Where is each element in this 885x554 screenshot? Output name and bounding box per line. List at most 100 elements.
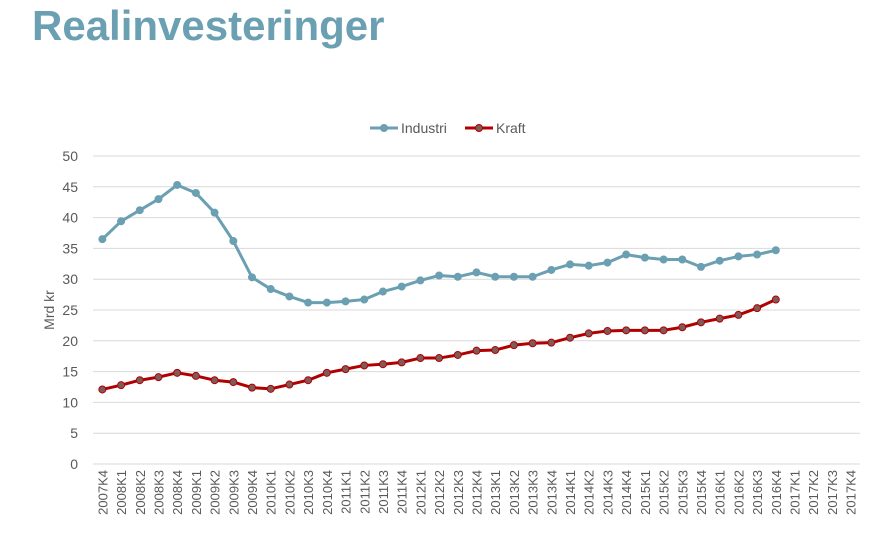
x-tick-label: 2012K1: [413, 470, 428, 515]
x-tick-label: 2015K4: [694, 470, 709, 515]
data-point-industri: [547, 265, 556, 274]
data-point-industri: [173, 180, 182, 189]
data-point-industri: [659, 255, 668, 264]
data-point-industri: [191, 188, 200, 197]
data-point-industri: [360, 295, 369, 304]
x-tick-label: 2014K2: [582, 470, 597, 515]
x-tick-label: 2014K4: [619, 470, 634, 515]
data-point-industri: [566, 260, 575, 269]
data-point-industri: [753, 250, 762, 259]
data-point-industri: [117, 217, 126, 226]
data-point-industri: [640, 253, 649, 262]
data-point-kraft: [397, 358, 406, 367]
data-point-industri: [322, 298, 331, 307]
data-point-industri: [285, 292, 294, 301]
x-tick-label: 2013K3: [526, 470, 541, 515]
x-tick-label: 2014K1: [563, 470, 578, 515]
data-point-kraft: [360, 361, 369, 370]
x-tick-label: 2015K1: [638, 470, 653, 515]
y-axis-label: Mrd kr: [41, 290, 57, 330]
data-point-kraft: [622, 326, 631, 335]
y-tick-label: 30: [62, 271, 78, 287]
data-point-industri: [397, 282, 406, 291]
x-tick-label: 2010K1: [264, 470, 279, 515]
data-point-industri: [603, 258, 612, 267]
x-tick-label: 2008K1: [114, 470, 129, 515]
data-point-kraft: [435, 354, 444, 363]
data-point-kraft: [659, 326, 668, 335]
x-tick-label: 2016K1: [713, 470, 728, 515]
y-tick-label: 5: [70, 425, 78, 441]
data-point-kraft: [210, 376, 219, 385]
data-point-industri: [771, 246, 780, 255]
x-tick-label: 2011K3: [376, 470, 391, 514]
y-tick-label: 50: [62, 148, 78, 164]
data-point-industri: [491, 272, 500, 281]
x-tick-label: 2011K2: [357, 470, 372, 514]
x-tick-label: 2012K4: [470, 470, 485, 515]
data-point-kraft: [98, 385, 107, 394]
data-point-kraft: [322, 368, 331, 377]
data-point-kraft: [753, 304, 762, 313]
page-title: Realinvesteringer: [32, 2, 385, 49]
data-point-industri: [248, 273, 257, 282]
x-tick-label: 2012K3: [451, 470, 466, 515]
data-point-kraft: [304, 376, 313, 385]
data-point-industri: [135, 206, 144, 215]
data-point-industri: [509, 272, 518, 281]
x-tick-label: 2010K4: [320, 470, 335, 515]
data-point-industri: [98, 235, 107, 244]
x-tick-label: 2010K2: [282, 470, 297, 515]
x-tick-label: 2017K4: [844, 470, 859, 515]
data-point-kraft: [678, 323, 687, 332]
x-tick-label: 2007K4: [95, 470, 110, 515]
legend-label-industri: Industri: [401, 120, 447, 136]
data-point-kraft: [117, 381, 126, 390]
x-tick-label: 2008K2: [133, 470, 148, 515]
data-point-kraft: [640, 326, 649, 335]
y-tick-label: 15: [62, 364, 78, 380]
data-point-kraft: [603, 326, 612, 335]
data-point-industri: [154, 195, 163, 204]
data-point-kraft: [154, 373, 163, 382]
data-point-industri: [210, 208, 219, 217]
data-point-kraft: [566, 333, 575, 342]
x-tick-label: 2011K1: [339, 470, 354, 514]
data-point-industri: [435, 271, 444, 280]
x-tick-label: 2013K1: [488, 470, 503, 515]
x-tick-label: 2015K3: [675, 470, 690, 515]
y-tick-label: 40: [62, 210, 78, 226]
y-tick-label: 25: [62, 302, 78, 318]
data-point-kraft: [715, 314, 724, 323]
series-line-kraft: [102, 298, 777, 391]
x-tick-label: 2010K3: [301, 470, 316, 515]
data-point-industri: [678, 255, 687, 264]
data-point-kraft: [173, 368, 182, 377]
data-point-kraft: [584, 329, 593, 338]
data-point-industri: [622, 250, 631, 259]
data-point-industri: [528, 272, 537, 281]
data-point-industri: [453, 272, 462, 281]
data-point-industri: [266, 285, 275, 294]
data-point-industri: [472, 268, 481, 277]
data-point-kraft: [771, 295, 780, 304]
series-line-industri: [101, 183, 777, 305]
data-point-kraft: [266, 384, 275, 393]
y-tick-label: 45: [62, 179, 78, 195]
data-point-industri: [584, 261, 593, 270]
data-point-kraft: [285, 380, 294, 389]
legend-marker-kraft: [475, 124, 483, 132]
x-tick-label: 2017K2: [806, 470, 821, 515]
x-tick-label: 2014K3: [600, 470, 615, 515]
x-tick-label: 2016K4: [769, 470, 784, 515]
legend-label-kraft: Kraft: [496, 120, 526, 136]
data-point-kraft: [547, 338, 556, 347]
legend-marker-industri: [380, 124, 388, 132]
x-tick-label: 2009K3: [226, 470, 241, 515]
data-point-kraft: [191, 371, 200, 380]
data-point-kraft: [378, 360, 387, 369]
x-tick-label: 2011K4: [395, 470, 410, 514]
data-point-industri: [715, 256, 724, 265]
data-point-industri: [734, 252, 743, 261]
